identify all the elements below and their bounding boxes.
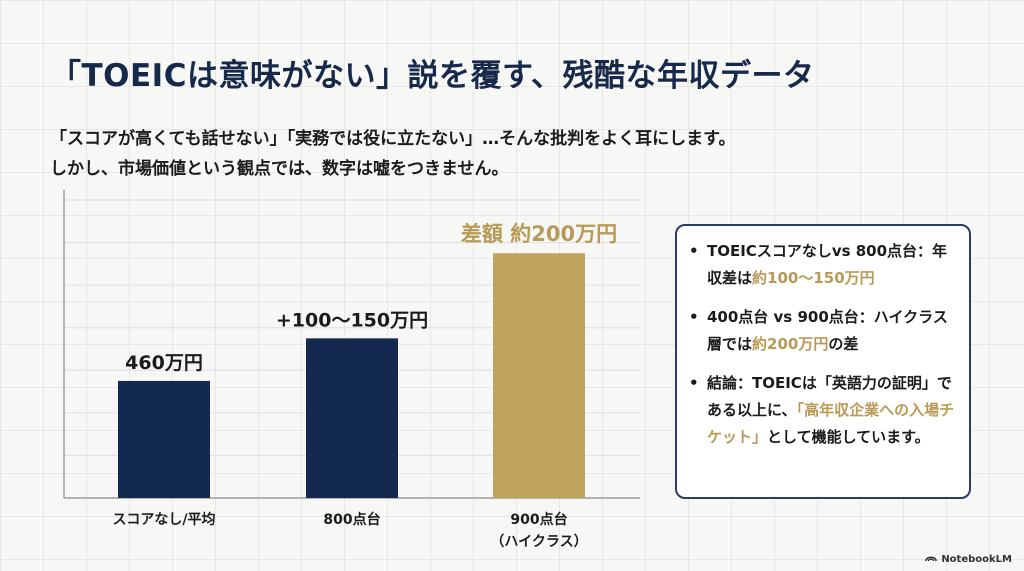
subtitle: 「スコアが高くても話せない」「実務では役に立たない」…そんな批判をよく耳にします…	[50, 124, 950, 184]
highlight-text: 約200万円	[752, 335, 829, 353]
notebooklm-logo-icon	[925, 553, 938, 565]
summary-text: として機能しています。	[767, 428, 930, 446]
summary-item: • TOEICスコアなしvs 800点台：年収差は約100〜150万円	[689, 238, 957, 292]
notebooklm-brand: NotebookLM	[925, 553, 1012, 565]
chart-bar	[306, 338, 398, 498]
x-tick-label: （ハイクラス）	[490, 534, 587, 550]
bar-data-label: 差額 約200万円	[461, 222, 617, 246]
summary-text: 結論：TOEICは「英語力の証明」である以上に、	[707, 374, 952, 419]
summary-text: の差	[828, 335, 859, 353]
bar-data-label: +100〜150万円	[276, 309, 428, 331]
subtitle-line-1: 「スコアが高くても話せない」「実務では役に立たない」…そんな批判をよく耳にします…	[50, 129, 736, 149]
x-tick-label: 800点台	[323, 511, 380, 528]
chart-bar	[493, 253, 585, 498]
summary-panel: • TOEICスコアなしvs 800点台：年収差は約100〜150万円 • 400点台…	[675, 224, 971, 499]
summary-text: TOEICスコアなしvs 800点台：年収差は	[707, 242, 948, 287]
summary-list: • TOEICスコアなしvs 800点台：年収差は約100〜150万円 • 400点台…	[689, 238, 957, 451]
x-tick-label: スコアなし/平均	[112, 511, 215, 528]
summary-item: • 結論：TOEICは「英語力の証明」である以上に、「高年収企業への入場チケット」…	[689, 370, 957, 451]
brand-label: NotebookLM	[941, 553, 1012, 565]
subtitle-line-2: しかし、市場価値という観点では、数字は嘘をつきません。	[50, 159, 509, 179]
bullet-icon: •	[689, 308, 699, 326]
summary-text: 400点台 vs 900点台：ハイクラス層では	[707, 308, 948, 353]
highlight-text: 「高年収企業への入場チケット」	[707, 401, 955, 446]
highlight-text: 約100〜150万円	[752, 269, 875, 287]
chart-bar	[118, 380, 210, 498]
bar-data-label: 460万円	[125, 352, 203, 374]
summary-item: • 400点台 vs 900点台：ハイクラス層では約200万円の差	[689, 304, 957, 358]
x-tick-label: 900点台	[510, 511, 567, 528]
bullet-icon: •	[689, 374, 699, 392]
bullet-icon: •	[689, 242, 699, 260]
page-title: 「TOEICは意味がない」説を覆す、残酷な年収データ	[50, 58, 815, 94]
